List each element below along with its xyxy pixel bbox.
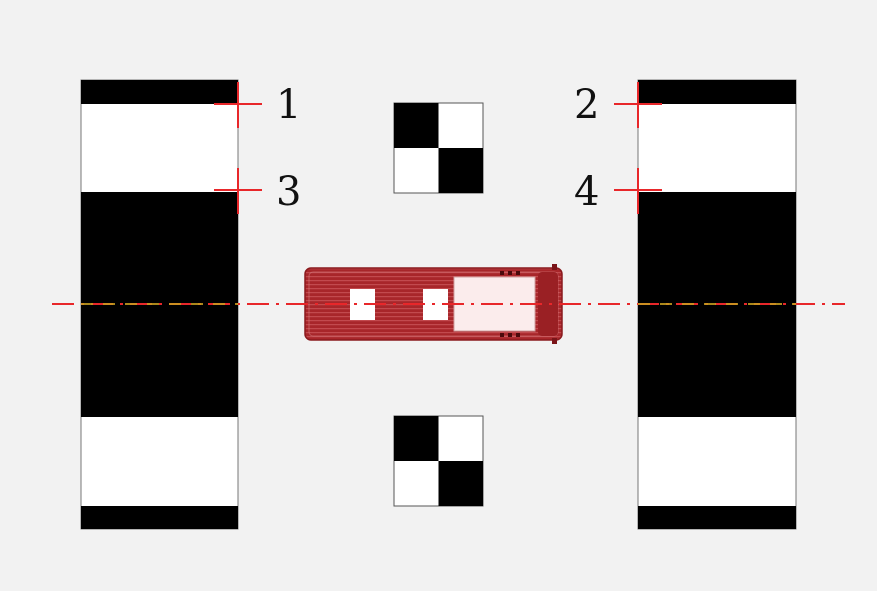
crosshair-2 <box>614 82 662 128</box>
crosshair-3 <box>214 168 262 214</box>
checkerboard-top-icon <box>393 102 484 194</box>
marker-label-3: 3 <box>276 169 301 215</box>
marker-label-4: 4 <box>574 169 599 215</box>
marker-label-2: 2 <box>574 82 599 128</box>
crosshair-4 <box>614 168 662 214</box>
crosshair-1 <box>214 82 262 128</box>
marker-label-1: 1 <box>276 82 301 128</box>
checkerboard-bottom-icon <box>393 415 484 507</box>
